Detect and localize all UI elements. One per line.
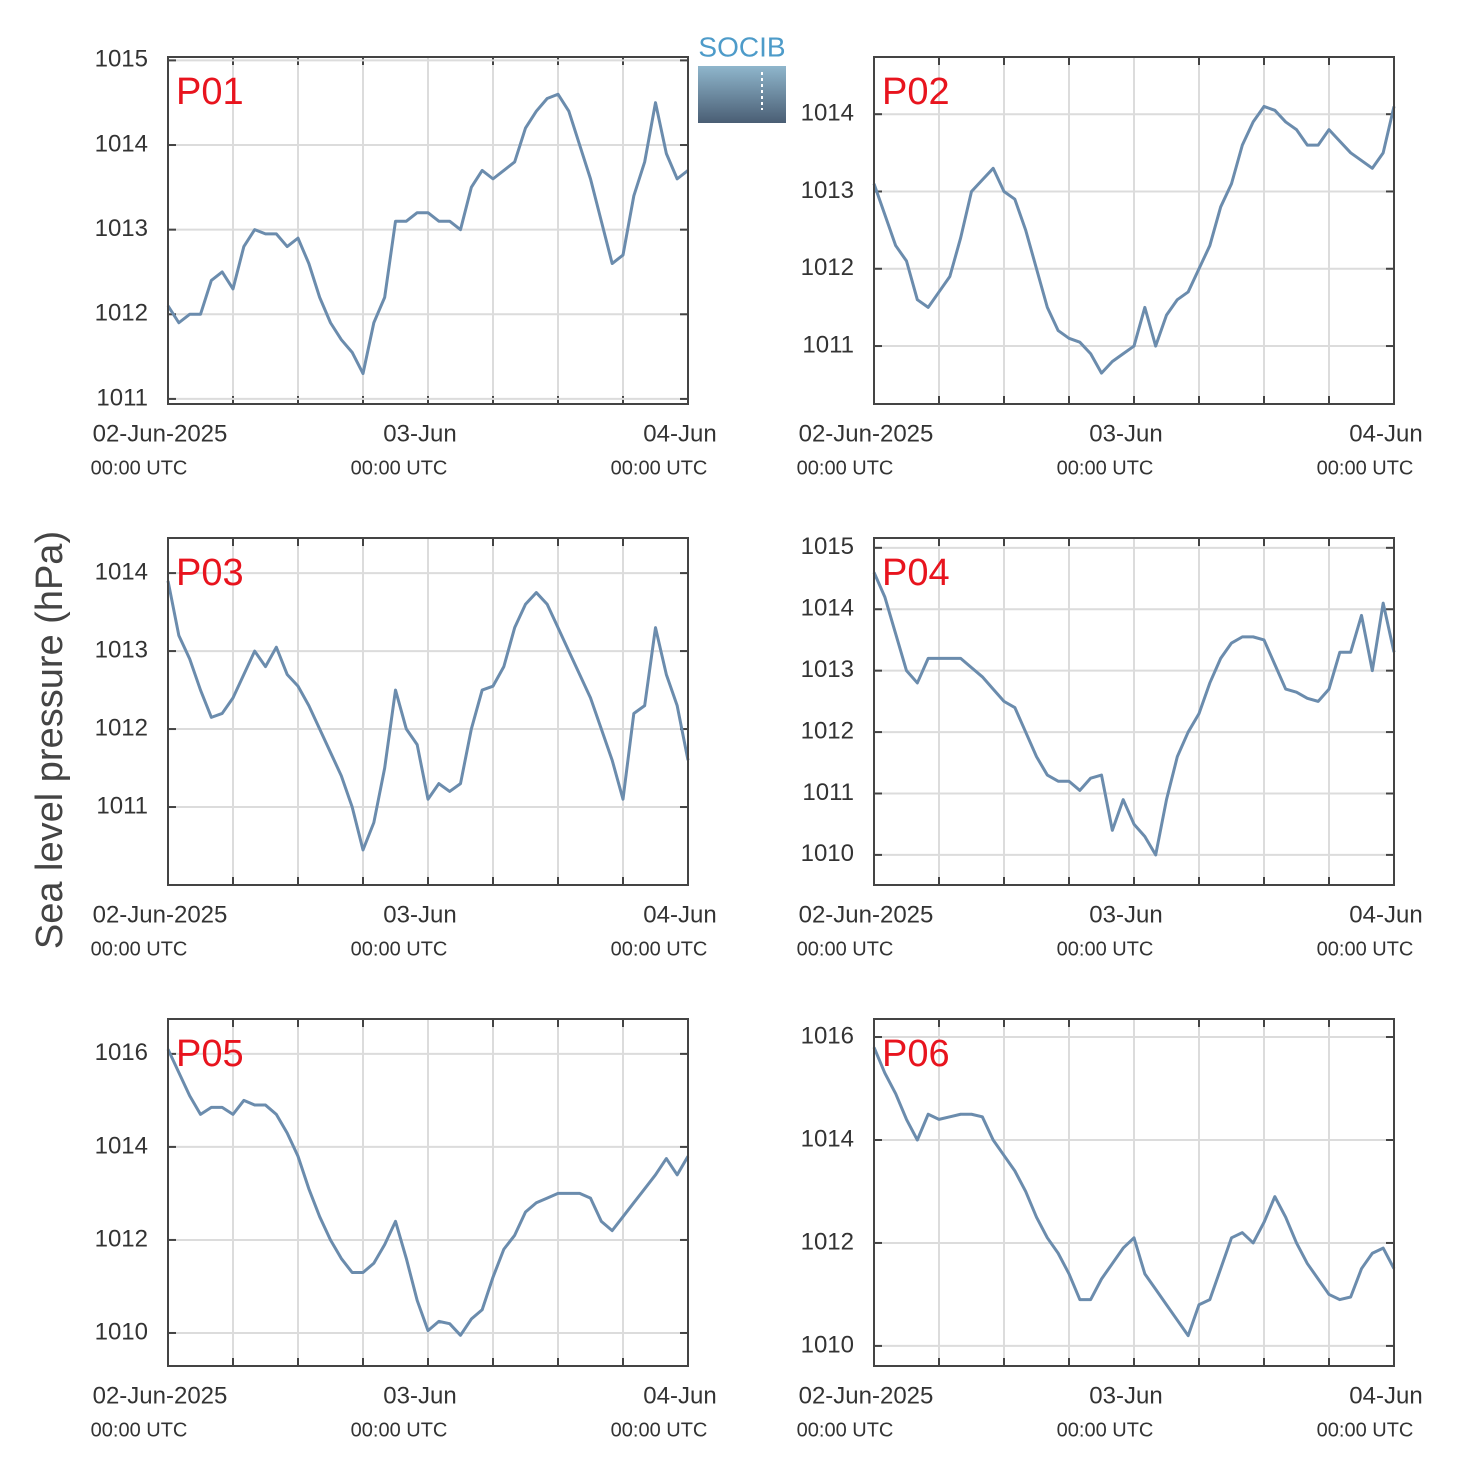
- logo: SOCIB: [698, 31, 786, 123]
- x-tick-label: 04-Jun: [1349, 420, 1422, 447]
- pressure-line: [166, 1048, 690, 1337]
- x-tick-label: 03-Jun: [1089, 420, 1162, 447]
- x-tick-label: 02-Jun-2025: [799, 1382, 934, 1409]
- y-tick-label: 1010: [95, 1318, 148, 1345]
- x-tick-sublabel: 00:00 UTC: [611, 938, 708, 960]
- panel-title: P06: [882, 1033, 950, 1075]
- y-tick-label: 1015: [95, 46, 148, 73]
- panel-title: P04: [882, 552, 950, 594]
- x-tick-label: 04-Jun: [1349, 901, 1422, 928]
- logo-text: SOCIB: [698, 31, 785, 62]
- x-tick-label: 03-Jun: [1089, 901, 1162, 928]
- pressure-line: [872, 1046, 1396, 1338]
- y-tick-label: 1014: [95, 130, 148, 157]
- x-tick-label: 04-Jun: [643, 1382, 716, 1409]
- y-tick-label: 1015: [801, 533, 854, 560]
- y-tick-label: 1010: [801, 840, 854, 867]
- y-tick-label: 1011: [96, 792, 148, 819]
- y-tick-label: 1011: [802, 331, 854, 358]
- x-tick-label: 03-Jun: [383, 901, 456, 928]
- subplot: 02-Jun-2025 00:00 UTC 03-Jun 00:00 UTC 04-Ju…: [797, 533, 1423, 960]
- y-tick-label: 1014: [801, 1125, 854, 1152]
- y-tick-label: 1012: [801, 717, 854, 744]
- pressure-line: [166, 580, 690, 852]
- pressure-line: [872, 571, 1396, 857]
- axes-frame: [873, 56, 1395, 405]
- logo-icon: [698, 66, 786, 123]
- x-tick-sublabel: 00:00 UTC: [91, 457, 188, 479]
- y-tick-label: 1011: [96, 384, 148, 411]
- panel-title: P05: [176, 1033, 244, 1075]
- x-tick-label: 03-Jun: [1089, 1382, 1162, 1409]
- y-tick-label: 1011: [802, 779, 854, 806]
- x-tick-label: 02-Jun-2025: [799, 901, 934, 928]
- y-tick-label: 1012: [801, 1228, 854, 1255]
- y-tick-label: 1014: [801, 100, 854, 127]
- y-tick-label: 1010: [801, 1331, 854, 1358]
- x-tick-sublabel: 00:00 UTC: [797, 457, 894, 479]
- x-tick-sublabel: 00:00 UTC: [351, 938, 448, 960]
- x-tick-sublabel: 00:00 UTC: [1057, 1419, 1154, 1441]
- x-tick-sublabel: 00:00 UTC: [1057, 938, 1154, 960]
- x-tick-sublabel: 00:00 UTC: [1057, 457, 1154, 479]
- y-tick-label: 1016: [95, 1039, 148, 1066]
- x-tick-sublabel: 00:00 UTC: [1317, 457, 1414, 479]
- x-tick-sublabel: 00:00 UTC: [1317, 938, 1414, 960]
- x-tick-sublabel: 00:00 UTC: [351, 457, 448, 479]
- subplot: 02-Jun-2025 00:00 UTC 03-Jun 00:00 UTC 04-Ju…: [91, 537, 717, 960]
- y-tick-label: 1013: [95, 636, 148, 663]
- axes-frame: [167, 1018, 689, 1367]
- y-tick-label: 1016: [801, 1022, 854, 1049]
- x-tick-sublabel: 00:00 UTC: [797, 1419, 894, 1441]
- x-tick-label: 03-Jun: [383, 420, 456, 447]
- y-tick-label: 1012: [95, 300, 148, 327]
- subplot: 02-Jun-2025 00:00 UTC 03-Jun 00:00 UTC 04-Ju…: [91, 46, 717, 480]
- y-tick-label: 1014: [95, 558, 148, 585]
- x-tick-sublabel: 00:00 UTC: [1317, 1419, 1414, 1441]
- x-tick-sublabel: 00:00 UTC: [91, 938, 188, 960]
- axes-frame: [167, 56, 689, 405]
- subplot: 02-Jun-2025 00:00 UTC 03-Jun 00:00 UTC 04-Ju…: [797, 1018, 1423, 1441]
- y-tick-label: 1014: [95, 1132, 148, 1159]
- y-tick-label: 1012: [801, 254, 854, 281]
- y-tick-label: 1013: [801, 177, 854, 204]
- panel-title: P02: [882, 71, 950, 113]
- x-tick-label: 04-Jun: [643, 901, 716, 928]
- axes-frame: [873, 537, 1395, 886]
- x-tick-sublabel: 00:00 UTC: [611, 457, 708, 479]
- x-tick-label: 03-Jun: [383, 1382, 456, 1409]
- y-tick-label: 1012: [95, 714, 148, 741]
- x-tick-label: 04-Jun: [1349, 1382, 1422, 1409]
- pressure-line: [166, 92, 689, 376]
- y-tick-label: 1013: [801, 656, 854, 683]
- x-tick-sublabel: 00:00 UTC: [351, 1419, 448, 1441]
- x-tick-sublabel: 00:00 UTC: [91, 1419, 188, 1441]
- subplot: 02-Jun-2025 00:00 UTC 03-Jun 00:00 UTC 04-Ju…: [91, 1018, 717, 1441]
- y-tick-label: 1013: [95, 215, 148, 242]
- x-tick-label: 02-Jun-2025: [93, 1382, 228, 1409]
- axes-frame: [167, 537, 689, 886]
- y-tick-label: 1012: [95, 1225, 148, 1252]
- x-tick-label: 02-Jun-2025: [93, 420, 228, 447]
- subplot: 02-Jun-2025 00:00 UTC 03-Jun 00:00 UTC 04-Ju…: [797, 56, 1423, 479]
- x-tick-sublabel: 00:00 UTC: [611, 1419, 708, 1441]
- pressure-line: [872, 104, 1396, 375]
- x-tick-label: 04-Jun: [643, 420, 716, 447]
- axes-frame: [873, 1018, 1395, 1367]
- y-tick-label: 1014: [801, 595, 854, 622]
- x-tick-label: 02-Jun-2025: [93, 901, 228, 928]
- y-axis-label: Sea level pressure (hPa): [29, 531, 71, 949]
- x-tick-label: 02-Jun-2025: [799, 420, 934, 447]
- x-tick-sublabel: 00:00 UTC: [797, 938, 894, 960]
- panel-title: P03: [176, 552, 244, 594]
- panel-title: P01: [176, 71, 244, 113]
